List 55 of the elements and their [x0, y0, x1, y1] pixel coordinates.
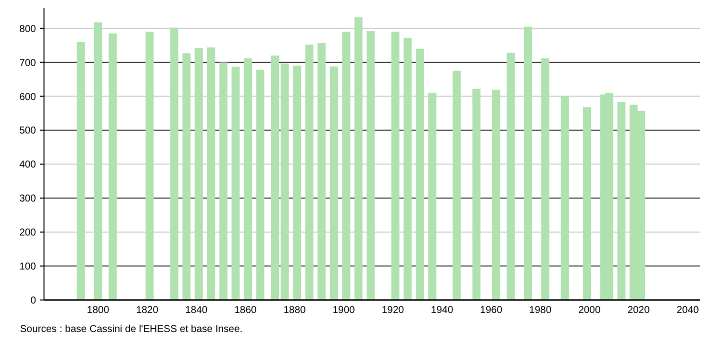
bar: [354, 17, 363, 300]
bar: [582, 107, 592, 300]
bar: [182, 53, 191, 300]
bar: [342, 32, 350, 300]
x-tick-label: 1860: [234, 305, 258, 316]
bar: [244, 58, 252, 300]
bar: [330, 66, 338, 300]
bar: [404, 38, 412, 300]
y-tick-label: 400: [19, 160, 36, 171]
bar: [293, 66, 302, 300]
x-tick-label: 2020: [627, 305, 650, 316]
x-tick-label: 1840: [185, 305, 208, 316]
x-tick-label: 2040: [676, 305, 700, 316]
y-tick-label: 0: [30, 296, 36, 306]
bar: [492, 90, 500, 300]
y-tick-label: 500: [19, 126, 36, 137]
bar: [506, 52, 515, 300]
bar: [391, 32, 400, 300]
x-tick-label: 1920: [382, 305, 404, 316]
bar: [541, 58, 550, 300]
bar: [617, 102, 626, 300]
x-tick-label: 1940: [430, 305, 454, 316]
bar: [472, 88, 480, 300]
source-note: Sources : base Cassini de l'EHESS et base Insee.: [20, 324, 243, 335]
x-tick-label: 2000: [578, 305, 601, 316]
y-tick-label: 700: [19, 58, 36, 69]
bar: [194, 48, 203, 300]
x-tick-label: 1880: [283, 305, 306, 316]
bar: [256, 70, 264, 300]
bar: [170, 28, 178, 300]
bar: [94, 22, 102, 300]
bar: [366, 31, 375, 300]
y-tick-label: 600: [19, 92, 36, 103]
bar: [428, 92, 436, 300]
bar: [232, 66, 240, 300]
bar: [560, 96, 569, 300]
bar: [452, 70, 461, 300]
bar: [305, 44, 314, 300]
x-tick-label: 1900: [332, 305, 356, 316]
y-tick-label: 100: [19, 262, 36, 273]
bar: [318, 42, 326, 300]
bar: [219, 62, 228, 300]
x-tick-label: 1820: [136, 305, 159, 316]
x-tick-label: 1980: [529, 305, 552, 316]
bar: [524, 26, 532, 300]
y-tick-label: 800: [19, 24, 36, 35]
x-tick-label: 1800: [86, 305, 110, 316]
y-tick-label: 300: [19, 194, 36, 205]
bar: [146, 32, 154, 300]
bar: [207, 47, 216, 300]
x-tick-label: 1960: [480, 305, 503, 316]
bar: [108, 33, 117, 300]
y-tick-label: 200: [19, 228, 36, 239]
bar: [416, 48, 424, 300]
bar: [76, 42, 85, 300]
